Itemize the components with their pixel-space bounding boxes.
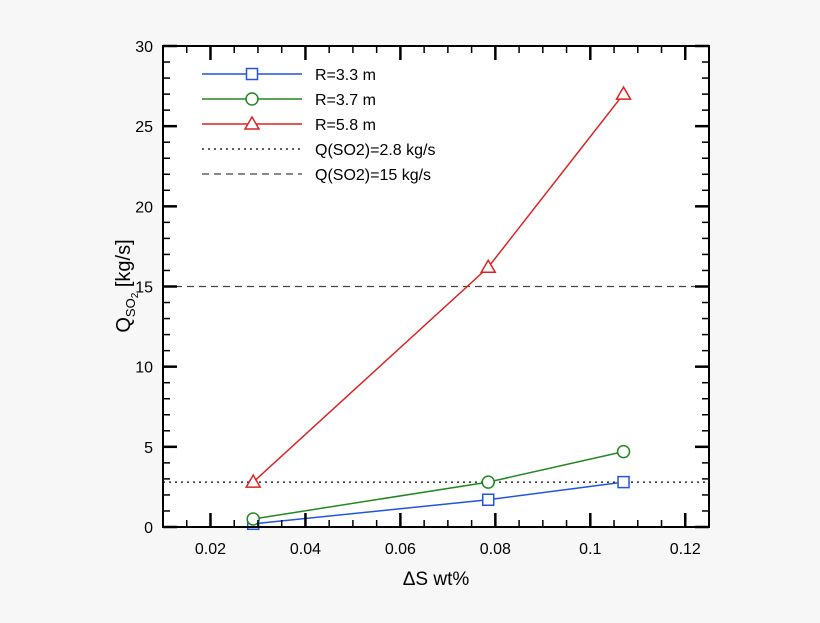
legend-label: Q(SO2)=2.8 kg/s	[315, 142, 436, 159]
marker-circle	[616, 444, 631, 459]
legend-label: R=5.8 m	[315, 117, 376, 134]
x-axis-label: ΔS wt%	[403, 569, 470, 590]
legend: R=3.3 m R=3.7 m R=5.8 m Q(SO2)=2.8 kg/s Q(SO…	[202, 67, 436, 184]
marker-circle	[246, 512, 260, 526]
x-tick-label: 0.02	[195, 541, 226, 558]
legend-entry: Q(SO2)=2.8 kg/s	[202, 142, 436, 159]
marker-triangle	[243, 115, 261, 130]
legend-label: R=3.7 m	[315, 92, 376, 109]
series-2	[246, 444, 631, 526]
marker-triangle	[479, 258, 497, 274]
legend-entry: R=5.8 m	[202, 115, 376, 134]
y-tick-label: 25	[135, 119, 153, 136]
x-tick-label: 0.06	[385, 541, 416, 558]
marker-circle	[481, 475, 495, 489]
y-tick-label: 15	[135, 280, 153, 297]
marker-triangle	[615, 85, 632, 100]
marker-circle	[245, 92, 259, 106]
y-tick-label: 10	[135, 360, 153, 377]
x-tick-label: 0.08	[480, 541, 511, 558]
legend-label: Q(SO2)=15 kg/s	[315, 167, 431, 184]
marker-square	[481, 493, 495, 506]
x-tick-label: 0.12	[670, 541, 701, 558]
y-tick-label: 20	[135, 199, 153, 216]
marker-square	[617, 475, 630, 489]
legend-label: R=3.3 m	[315, 67, 376, 84]
legend-entry: R=3.7 m	[202, 92, 376, 109]
legend-entry: Q(SO2)=15 kg/s	[202, 167, 431, 184]
x-tick-label: 0.1	[579, 541, 601, 558]
y-axis-label: QSO2 [kg/s]	[113, 239, 141, 332]
y-tick-label: 5	[144, 440, 153, 457]
series-3	[244, 85, 632, 488]
x-tick-label: 0.04	[290, 541, 321, 558]
legend-entry: R=3.3 m	[202, 67, 376, 84]
marker-square	[245, 67, 259, 81]
y-tick-label: 30	[135, 39, 153, 56]
marker-triangle	[244, 473, 262, 488]
y-tick-label: 0	[144, 520, 153, 537]
